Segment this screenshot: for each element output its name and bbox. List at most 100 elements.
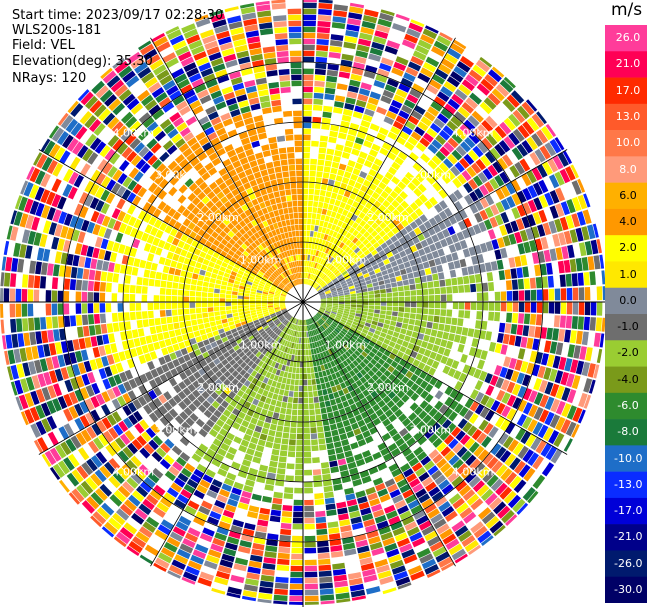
range-bin <box>196 220 205 228</box>
range-bin <box>279 283 285 288</box>
range-bin <box>229 274 236 280</box>
range-bin <box>359 278 366 284</box>
range-bin <box>472 480 485 493</box>
range-bin <box>45 191 56 206</box>
range-bin <box>415 377 424 386</box>
range-bin <box>317 251 322 258</box>
range-bin <box>287 451 296 458</box>
range-bin <box>207 191 216 200</box>
range-bin <box>277 286 283 290</box>
range-bin <box>499 450 512 463</box>
range-bin <box>323 314 329 318</box>
range-bin <box>238 131 249 140</box>
range-bin <box>500 198 511 211</box>
range-bin <box>312 323 317 329</box>
range-bin <box>236 366 243 373</box>
range-bin <box>257 360 264 367</box>
range-bin <box>303 230 307 237</box>
range-bin <box>283 288 289 293</box>
range-bin <box>192 197 201 206</box>
range-bin <box>257 287 263 292</box>
range-bin <box>525 434 537 448</box>
range-bin <box>175 100 188 111</box>
range-bin <box>123 293 130 302</box>
range-bin <box>223 437 233 446</box>
range-bin <box>337 507 348 515</box>
range-bin <box>86 426 97 439</box>
range-bin <box>417 72 431 83</box>
range-bin <box>311 445 319 452</box>
range-bin <box>418 223 427 233</box>
range-bin <box>179 276 186 284</box>
range-bin <box>324 311 330 316</box>
range-bin <box>215 247 223 254</box>
range-bin <box>245 479 255 487</box>
range-bin <box>148 389 158 400</box>
range-bin <box>349 288 356 292</box>
range-bin <box>343 336 350 342</box>
range-bin <box>426 418 437 429</box>
range-bin <box>459 406 469 417</box>
range-bin <box>332 268 338 274</box>
range-bin <box>15 303 22 317</box>
range-bin <box>88 314 95 325</box>
range-bin <box>581 331 589 346</box>
range-bin <box>187 393 196 402</box>
range-bin <box>264 315 271 319</box>
range-bin <box>211 325 218 332</box>
range-bin <box>144 544 159 557</box>
range-bin <box>443 218 452 228</box>
range-bin <box>191 45 205 56</box>
range-bin <box>160 519 174 531</box>
range-bin <box>560 302 567 315</box>
range-bin <box>560 201 571 216</box>
range-bin <box>355 433 364 442</box>
range-bin <box>72 141 84 155</box>
range-bin <box>436 330 444 339</box>
range-bin <box>284 334 289 340</box>
range-bin <box>303 170 310 177</box>
range-bin <box>271 324 277 330</box>
range-bin <box>584 302 591 316</box>
range-bin <box>355 269 362 275</box>
range-bin <box>415 488 427 499</box>
range-bin <box>259 280 266 285</box>
range-bin <box>434 390 444 400</box>
range-bin <box>411 110 423 121</box>
range-bin <box>303 397 309 404</box>
range-bin <box>337 220 344 227</box>
range-bin <box>158 394 168 404</box>
range-bin <box>452 302 459 310</box>
range-bin <box>255 152 264 160</box>
range-bin <box>240 253 247 260</box>
range-bin <box>363 365 371 373</box>
range-bin <box>395 195 404 204</box>
range-bin <box>208 152 219 162</box>
range-bin <box>406 388 415 398</box>
range-bin <box>420 455 431 466</box>
range-bin <box>111 182 122 194</box>
range-bin <box>201 302 208 308</box>
range-bin <box>344 450 353 458</box>
range-bin <box>332 345 338 352</box>
range-bin <box>81 303 88 314</box>
range-bin <box>335 212 342 220</box>
range-bin <box>328 282 334 287</box>
range-bin <box>238 288 245 293</box>
range-bin <box>549 341 558 354</box>
range-bin <box>310 267 314 274</box>
range-bin <box>522 325 530 337</box>
range-bin <box>497 237 505 248</box>
range-bin <box>356 302 363 305</box>
range-bin <box>277 221 283 228</box>
range-bin <box>151 87 165 99</box>
range-bin <box>307 385 313 392</box>
range-bin <box>18 394 29 410</box>
range-bin <box>494 291 501 301</box>
range-bin <box>163 401 173 412</box>
range-bin <box>173 384 182 394</box>
range-bin <box>237 545 251 554</box>
range-bin <box>254 256 261 262</box>
range-bin <box>147 310 154 319</box>
range-bin <box>396 399 405 408</box>
